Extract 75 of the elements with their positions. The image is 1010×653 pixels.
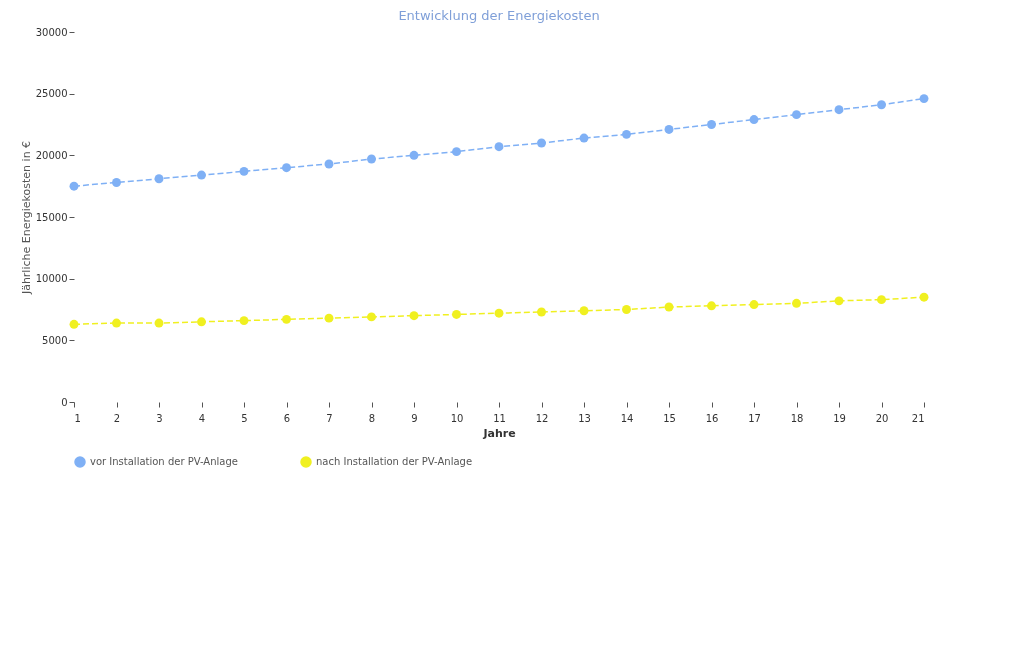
point — [877, 100, 886, 110]
point — [537, 307, 546, 317]
point — [792, 298, 801, 308]
point — [154, 174, 164, 184]
point — [749, 300, 759, 310]
point — [664, 124, 674, 134]
x-tick-label: 6 — [283, 412, 291, 424]
point — [69, 181, 79, 191]
point — [239, 166, 249, 176]
x-tick-label: 11 — [493, 412, 506, 424]
point — [622, 305, 631, 314]
y-tick-label: 5000 — [42, 334, 68, 346]
point — [282, 314, 291, 324]
legend-label: vor Installation der PV-Anlage — [90, 456, 238, 467]
point — [579, 306, 589, 316]
y-tick-label: 25000 — [35, 88, 68, 100]
point — [324, 159, 334, 169]
chart-title: Entwicklung der Energiekosten — [398, 8, 600, 23]
point — [112, 318, 121, 328]
point — [452, 309, 461, 319]
point — [877, 295, 886, 305]
x-tick-label: 10 — [450, 412, 464, 424]
y-tick-label: 0 — [61, 396, 68, 408]
x-tick-label: 1 — [74, 412, 81, 424]
x-tick-label: 9 — [411, 412, 418, 424]
y-tick-label: 15000 — [35, 211, 68, 223]
x-tick-label: 14 — [620, 412, 634, 424]
x-tick-label: 13 — [578, 412, 591, 424]
point — [69, 319, 79, 329]
x-tick-label: 19 — [833, 412, 846, 424]
point — [282, 163, 291, 173]
x-tick-label: 7 — [326, 412, 333, 424]
x-tick-label: 15 — [663, 412, 676, 424]
point — [239, 316, 249, 326]
x-tick-label: 17 — [748, 412, 761, 424]
point — [367, 154, 376, 164]
point — [919, 292, 929, 302]
point — [112, 178, 121, 187]
point — [197, 317, 206, 327]
point — [409, 311, 419, 321]
point — [834, 105, 844, 115]
point — [409, 150, 419, 160]
point — [749, 115, 759, 125]
point — [452, 147, 461, 157]
x-tick-label: 5 — [241, 412, 248, 424]
point — [197, 170, 206, 180]
point — [367, 312, 376, 322]
point — [707, 301, 716, 311]
y-tick-label: 30000 — [35, 26, 68, 38]
x-tick-label: 3 — [156, 412, 163, 424]
x-tick-label: 21 — [911, 412, 925, 424]
point — [834, 296, 844, 306]
y-axis-title: Jährliche Energiekosten in € — [19, 140, 33, 296]
x-tick-label: 20 — [875, 412, 889, 424]
x-tick-label: 4 — [198, 412, 206, 424]
x-tick-label: 16 — [705, 412, 719, 424]
y-tick-label: 20000 — [35, 149, 68, 161]
point — [537, 138, 546, 148]
point — [579, 133, 589, 143]
point — [792, 110, 801, 120]
x-tick-label: 2 — [113, 412, 121, 424]
y-tick-label: 10000 — [35, 273, 68, 285]
point — [494, 142, 504, 152]
x-tick-label: 8 — [368, 412, 376, 424]
point — [919, 94, 929, 104]
x-axis-title: Jahre — [482, 426, 516, 440]
point — [707, 120, 716, 129]
point — [324, 313, 334, 323]
point — [664, 302, 674, 312]
point — [154, 318, 164, 328]
legend-label: nach Installation der PV-Anlage — [316, 456, 473, 467]
x-tick-label: 12 — [535, 412, 549, 424]
point — [622, 129, 631, 139]
x-tick-label: 18 — [790, 412, 804, 424]
point — [494, 308, 504, 318]
